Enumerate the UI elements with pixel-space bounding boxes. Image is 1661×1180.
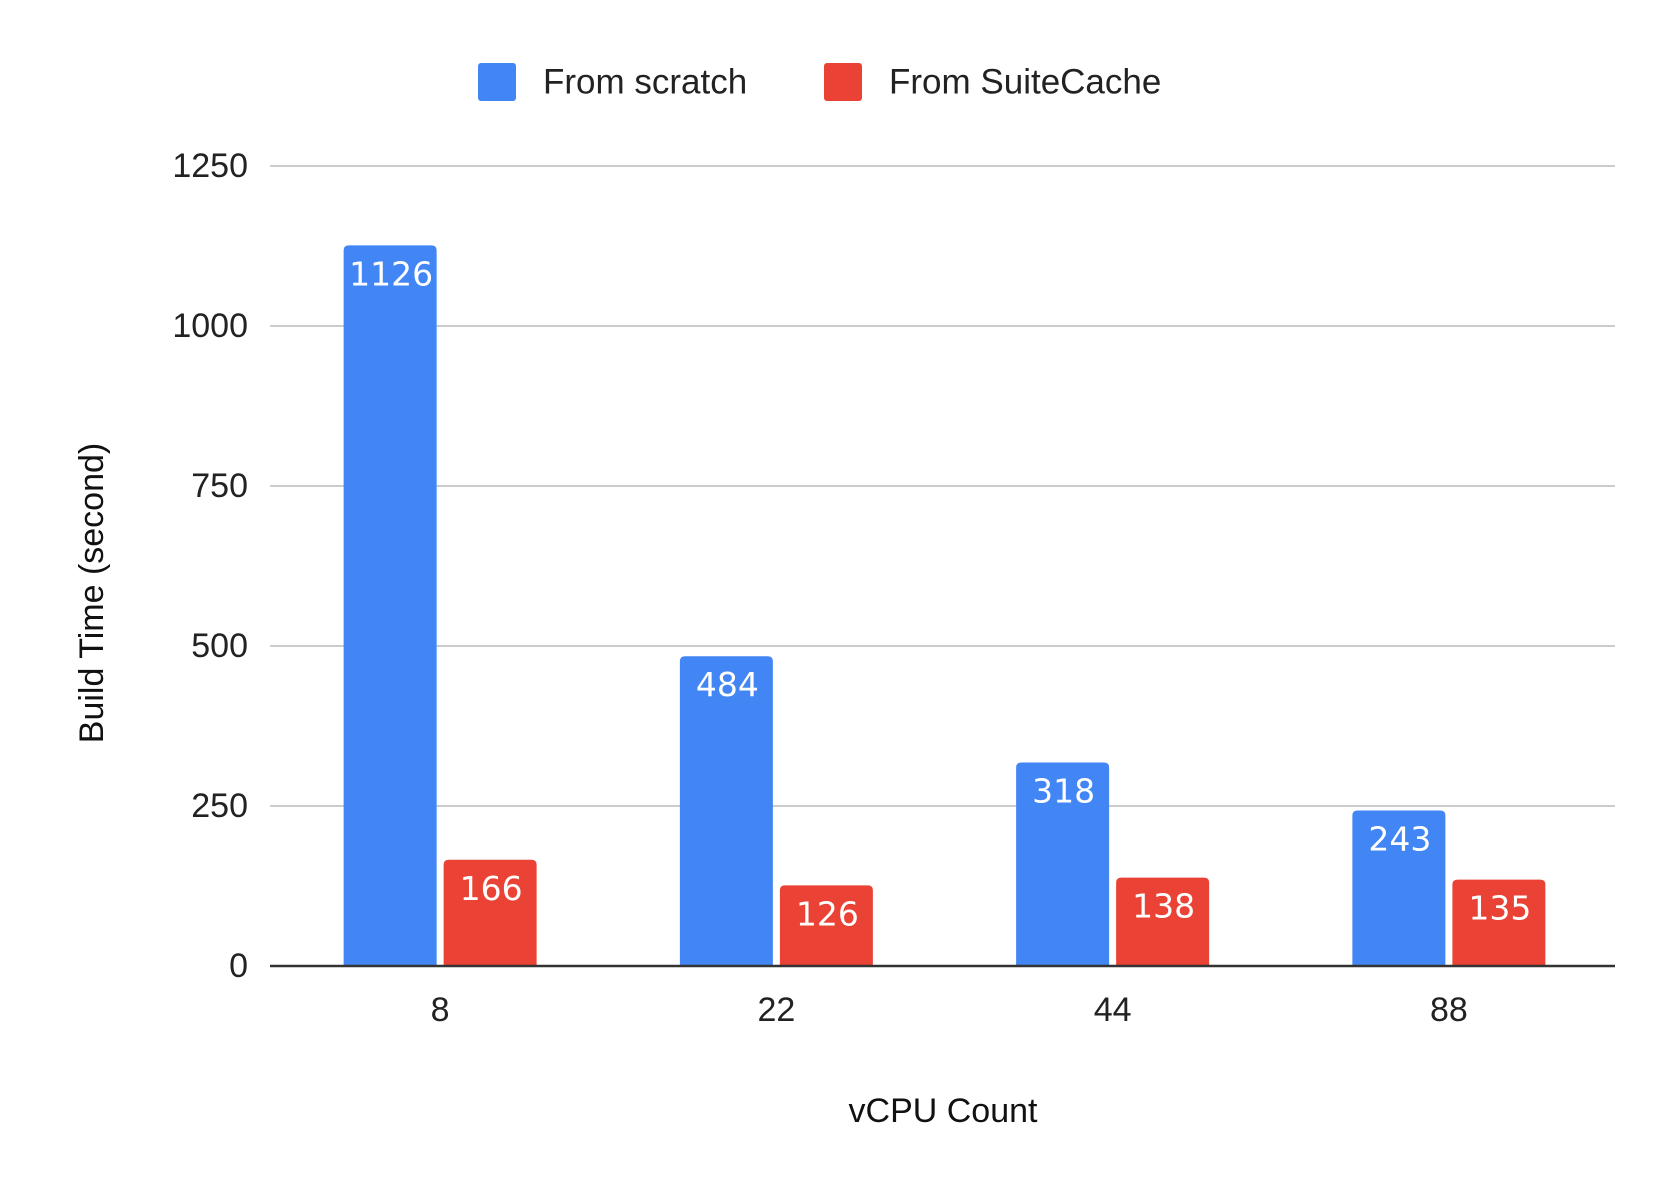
bar-value-label: 484 — [696, 665, 759, 704]
y-axis-title: Build Time (second) — [73, 443, 111, 743]
legend: From scratch From SuiteCache — [478, 63, 1161, 102]
bar-from-suitecache-88 — [1452, 879, 1546, 966]
x-axis-ticks: 8 22 44 88 — [431, 991, 1468, 1029]
legend-label: From SuiteCache — [889, 63, 1161, 102]
bar-from-scratch-8 — [343, 245, 437, 967]
y-tick-label: 0 — [229, 947, 248, 985]
legend-label: From scratch — [543, 63, 747, 102]
bar-from-suitecache-8 — [443, 859, 537, 966]
bar-from-scratch-88 — [1352, 810, 1446, 966]
bar-from-suitecache-22 — [779, 885, 873, 966]
y-axis-ticks: 0 250 500 750 1000 1250 — [172, 147, 248, 985]
bar-from-suitecache-44 — [1116, 877, 1210, 966]
bar-value-label: 318 — [1032, 771, 1095, 810]
bars: 1126 166 484 126 318 138 243 135 — [343, 245, 1546, 967]
x-tick-label: 88 — [1430, 991, 1468, 1029]
gridlines — [270, 165, 1615, 807]
y-tick-label: 250 — [191, 787, 248, 825]
bar-from-scratch-44 — [1016, 762, 1110, 966]
bar-value-label: 135 — [1468, 889, 1531, 928]
x-axis-title: vCPU Count — [849, 1092, 1039, 1130]
bar-value-label: 1126 — [349, 254, 433, 293]
x-tick-label: 44 — [1094, 991, 1132, 1029]
y-tick-label: 1250 — [172, 147, 248, 185]
bar-value-label: 126 — [796, 894, 859, 933]
bar-value-label: 166 — [460, 869, 523, 908]
bar-value-label: 243 — [1368, 819, 1431, 858]
x-tick-label: 22 — [757, 991, 795, 1029]
bar-value-label: 138 — [1132, 887, 1195, 926]
legend-swatch — [824, 63, 862, 101]
y-tick-label: 500 — [191, 627, 248, 665]
legend-swatch — [478, 63, 516, 101]
bar-from-scratch-22 — [679, 656, 773, 966]
y-tick-label: 1000 — [172, 307, 248, 345]
x-tick-label: 8 — [431, 991, 450, 1029]
y-tick-label: 750 — [191, 467, 248, 505]
